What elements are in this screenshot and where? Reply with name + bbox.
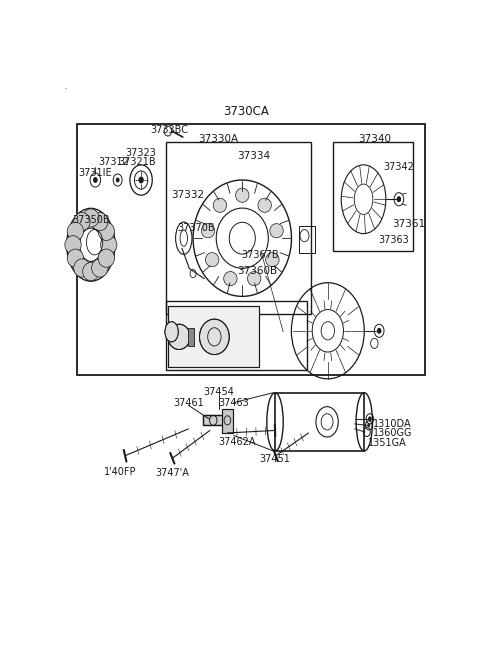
Circle shape xyxy=(139,177,144,183)
Bar xyxy=(168,306,259,367)
Ellipse shape xyxy=(168,324,190,350)
Text: 37342: 37342 xyxy=(383,162,414,172)
Ellipse shape xyxy=(248,271,261,286)
Ellipse shape xyxy=(92,259,108,277)
Text: 37462A: 37462A xyxy=(218,436,256,447)
Bar xyxy=(168,306,259,367)
Text: 1310DA: 1310DA xyxy=(372,419,411,429)
Ellipse shape xyxy=(100,236,117,254)
Text: 1'40FP: 1'40FP xyxy=(104,467,136,478)
Text: 37454: 37454 xyxy=(204,387,235,397)
Bar xyxy=(334,142,413,251)
Ellipse shape xyxy=(74,259,90,277)
Ellipse shape xyxy=(270,223,283,238)
Text: 3733BC: 3733BC xyxy=(151,125,189,135)
Text: 37451: 37451 xyxy=(260,454,290,464)
Circle shape xyxy=(377,328,381,333)
Text: 37340: 37340 xyxy=(358,133,391,143)
Ellipse shape xyxy=(98,249,115,267)
Text: 37360B: 37360B xyxy=(237,266,277,276)
Text: 3730CA: 3730CA xyxy=(223,104,269,118)
Circle shape xyxy=(368,417,372,421)
Ellipse shape xyxy=(65,236,81,254)
Text: 3731IE: 3731IE xyxy=(79,168,112,178)
Text: 37350B: 37350B xyxy=(72,215,110,225)
Bar xyxy=(222,409,233,433)
Ellipse shape xyxy=(67,222,84,240)
Circle shape xyxy=(368,424,370,427)
Ellipse shape xyxy=(83,263,99,281)
Circle shape xyxy=(94,177,97,183)
Text: 37461: 37461 xyxy=(173,397,204,407)
Text: 37330A: 37330A xyxy=(198,133,238,143)
Ellipse shape xyxy=(83,209,99,227)
Bar xyxy=(275,393,364,451)
Ellipse shape xyxy=(258,198,271,212)
Bar xyxy=(299,225,314,254)
Ellipse shape xyxy=(213,198,227,212)
Text: 37363: 37363 xyxy=(378,235,409,244)
Ellipse shape xyxy=(266,252,279,267)
Text: 37312: 37312 xyxy=(98,157,130,168)
Text: 3747'A: 3747'A xyxy=(156,468,189,478)
Ellipse shape xyxy=(92,212,108,231)
Text: 37361: 37361 xyxy=(392,219,425,229)
Ellipse shape xyxy=(224,271,237,286)
Text: 1360GG: 1360GG xyxy=(372,428,412,438)
Bar xyxy=(203,415,224,425)
Text: 37463: 37463 xyxy=(219,397,250,407)
Ellipse shape xyxy=(205,252,219,267)
Bar xyxy=(77,124,424,374)
Bar xyxy=(166,142,311,314)
Ellipse shape xyxy=(67,249,84,267)
Bar xyxy=(222,409,233,433)
Text: 37334: 37334 xyxy=(237,150,270,161)
Ellipse shape xyxy=(200,319,229,355)
Bar xyxy=(166,302,307,370)
Ellipse shape xyxy=(74,212,90,231)
Text: 37370B: 37370B xyxy=(177,223,215,233)
Text: 37321B: 37321B xyxy=(118,157,156,168)
Ellipse shape xyxy=(236,188,249,202)
Text: 37367B: 37367B xyxy=(241,250,278,260)
Bar xyxy=(188,328,194,346)
Text: 37323: 37323 xyxy=(126,148,156,158)
Text: 37332: 37332 xyxy=(171,190,204,200)
Ellipse shape xyxy=(98,222,115,240)
Bar xyxy=(203,415,224,425)
Ellipse shape xyxy=(201,223,215,238)
Text: ·: · xyxy=(64,87,67,93)
Text: 1351GA: 1351GA xyxy=(368,438,407,448)
Circle shape xyxy=(116,178,119,182)
Circle shape xyxy=(397,196,401,202)
Ellipse shape xyxy=(165,322,178,342)
